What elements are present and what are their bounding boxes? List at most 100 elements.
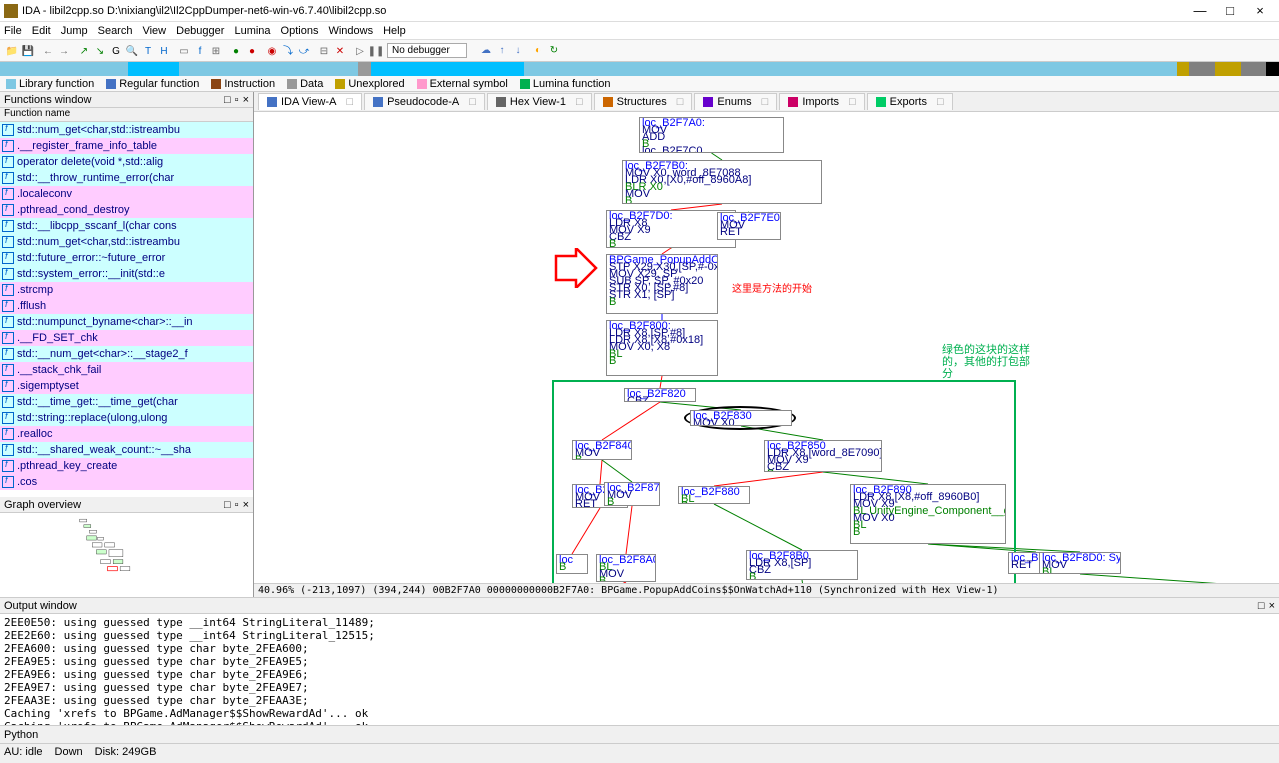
function-row[interactable]: std::__num_get<char>::__stage2_f	[0, 346, 253, 362]
function-row[interactable]: .fflush	[0, 298, 253, 314]
goto-button[interactable]: G	[108, 44, 124, 60]
menu-view[interactable]: View	[142, 25, 166, 37]
function-row[interactable]: std::numpunct_byname<char>::__in	[0, 314, 253, 330]
tab-detach-icon[interactable]: □	[576, 96, 583, 108]
menu-search[interactable]: Search	[98, 25, 133, 37]
graph-node[interactable]: locB	[556, 554, 588, 574]
stepover-button[interactable]: ⤻	[296, 44, 312, 60]
graph-node[interactable]: loc_B2F850LDR X8,[word_8E7090]MOV X9CBZB	[764, 440, 882, 472]
panel-undock-icon[interactable]: □	[224, 94, 231, 106]
tab-exports[interactable]: Exports□	[867, 93, 953, 110]
hilite-button[interactable]: ◐	[530, 43, 546, 59]
search-button[interactable]: 🔍	[124, 44, 140, 60]
tab-detach-icon[interactable]: □	[677, 96, 684, 108]
tab-detach-icon[interactable]: □	[469, 96, 476, 108]
graph-node[interactable]: BPGame_PopupAddCoins$$OnWatchAdSTP X29,X…	[606, 254, 718, 314]
func-button[interactable]: f	[192, 44, 208, 60]
xref-to-button[interactable]: ↗	[76, 44, 92, 60]
nav-strip[interactable]	[0, 62, 1279, 76]
function-row[interactable]: std::string::replace(ulong,ulong	[0, 410, 253, 426]
out-close-icon[interactable]: ×	[1269, 600, 1275, 612]
function-row[interactable]: std::__throw_runtime_error(char	[0, 170, 253, 186]
function-row[interactable]: std::system_error::__init(std::e	[0, 266, 253, 282]
graph-node[interactable]: loc_B2F870MOVB	[604, 482, 660, 506]
graph-node[interactable]: loc_B2F7A0:MOVADDBloc_B2F7C0	[639, 117, 784, 153]
save-button[interactable]: 💾	[20, 44, 36, 60]
seg-button[interactable]: ▭	[176, 44, 192, 60]
stop-button[interactable]: ●	[244, 44, 260, 60]
menu-windows[interactable]: Windows	[328, 25, 373, 37]
refresh-button[interactable]: ↻	[546, 43, 562, 59]
debugger-select[interactable]: No debugger	[387, 43, 467, 58]
tab-enums[interactable]: Enums□	[694, 93, 777, 110]
graph-node[interactable]: loc_B2F890LDR X8,[X8,#off_8960B0]MOV X9B…	[850, 484, 1006, 544]
cancel-button[interactable]: ✕	[332, 44, 348, 60]
panel-close-icon[interactable]: ×	[243, 94, 249, 106]
function-row[interactable]: std::__time_get::__time_get(char	[0, 394, 253, 410]
function-row[interactable]: .__stack_chk_fail	[0, 362, 253, 378]
graph-node[interactable]: loc_B2F820CBZ	[624, 388, 696, 402]
menu-debugger[interactable]: Debugger	[176, 25, 224, 37]
graph-overview-canvas[interactable]	[0, 513, 253, 597]
pause-button[interactable]: ❚❚	[368, 44, 384, 60]
lumina-button[interactable]: ☁	[478, 43, 494, 59]
run-button[interactable]: ●	[228, 44, 244, 60]
panel-min-icon[interactable]: ▫	[235, 94, 239, 106]
out-undock-icon[interactable]: □	[1258, 600, 1265, 612]
bp-button[interactable]: ◉	[264, 44, 280, 60]
back-button[interactable]: ←	[40, 44, 56, 60]
fwd-button[interactable]: →	[56, 44, 72, 60]
graph-node[interactable]: loc_B2F7B0:MOV X0, word_8E7088LDR X0,[X0…	[622, 160, 822, 204]
struct-button[interactable]: ⊞	[208, 44, 224, 60]
minimize-button[interactable]: —	[1185, 3, 1215, 18]
tab-imports[interactable]: Imports□	[779, 93, 864, 110]
text-button[interactable]: T	[140, 44, 156, 60]
function-row[interactable]: .__FD_SET_chk	[0, 330, 253, 346]
play-button[interactable]: ▷	[352, 44, 368, 60]
go-min-icon[interactable]: ▫	[235, 499, 239, 511]
function-row[interactable]: .cos	[0, 474, 253, 490]
menu-options[interactable]: Options	[281, 25, 319, 37]
function-row[interactable]: std::num_get<char,std::istreambu	[0, 234, 253, 250]
menu-lumina[interactable]: Lumina	[234, 25, 270, 37]
graph-node[interactable]: loc_B2F800:LDR X8,[SP,#8]LDR X8,[X8,#0x1…	[606, 320, 718, 376]
function-row[interactable]: std::num_get<char,std::istreambu	[0, 122, 253, 138]
maximize-button[interactable]: □	[1215, 3, 1245, 18]
graph-node[interactable]: loc_B2F830MOV X0BL	[690, 410, 792, 426]
function-row[interactable]: std::future_error::~future_error	[0, 250, 253, 266]
function-row[interactable]: .realloc	[0, 426, 253, 442]
output-body[interactable]: 2EE0E50: using guessed type __int64 Stri…	[0, 614, 1279, 725]
tab-detach-icon[interactable]: □	[937, 96, 944, 108]
function-row[interactable]: .sigemptyset	[0, 378, 253, 394]
menu-help[interactable]: Help	[383, 25, 406, 37]
ida-graph-canvas[interactable]: 这里是方法的开始 绿色的这块的这样 的，其他的打包部 分 loc_B2F7A0:…	[254, 112, 1279, 583]
function-row[interactable]: .pthread_key_create	[0, 458, 253, 474]
function-row[interactable]: .strcmp	[0, 282, 253, 298]
functions-list[interactable]: std::num_get<char,std::istreambu.__regis…	[0, 122, 253, 497]
stepinto-button[interactable]: ⤵	[280, 42, 296, 58]
python-cli[interactable]: Python	[0, 725, 1279, 743]
menu-jump[interactable]: Jump	[61, 25, 88, 37]
function-row[interactable]: .__register_frame_info_table	[0, 138, 253, 154]
function-row[interactable]: std::__libcpp_sscanf_l(char cons	[0, 218, 253, 234]
close-button[interactable]: ×	[1245, 3, 1275, 18]
graph-node[interactable]: loc_B2F880BLB	[678, 486, 750, 504]
graph-node[interactable]: loc_B2F8A0BLMOVB	[596, 554, 656, 582]
function-row[interactable]: .pthread_cond_destroy	[0, 202, 253, 218]
function-row[interactable]: std::__shared_weak_count::~__sha	[0, 442, 253, 458]
graph-node[interactable]: loc_B2F840MOVB	[572, 440, 632, 460]
download-button[interactable]: ↓	[510, 43, 526, 59]
tab-pseudocode-a[interactable]: Pseudocode-A□	[364, 93, 485, 110]
tab-hex-view-1[interactable]: Hex View-1□	[487, 93, 592, 110]
tab-structures[interactable]: Structures□	[594, 93, 693, 110]
graph-node[interactable]: loc_B2F7E0MOVRET	[717, 212, 781, 240]
tab-ida-view-a[interactable]: IDA View-A□	[258, 93, 362, 110]
upload-button[interactable]: ↑	[494, 43, 510, 59]
menu-edit[interactable]: Edit	[32, 25, 51, 37]
tab-detach-icon[interactable]: □	[762, 96, 769, 108]
graph-node[interactable]: loc_B2F8D0: System_Runtime_TypMOVBL	[1039, 552, 1121, 574]
open-button[interactable]: 📁	[4, 44, 20, 60]
hex-button[interactable]: H	[156, 44, 172, 60]
graph-button[interactable]: ⊟	[316, 44, 332, 60]
xref-from-button[interactable]: ↘	[92, 44, 108, 60]
